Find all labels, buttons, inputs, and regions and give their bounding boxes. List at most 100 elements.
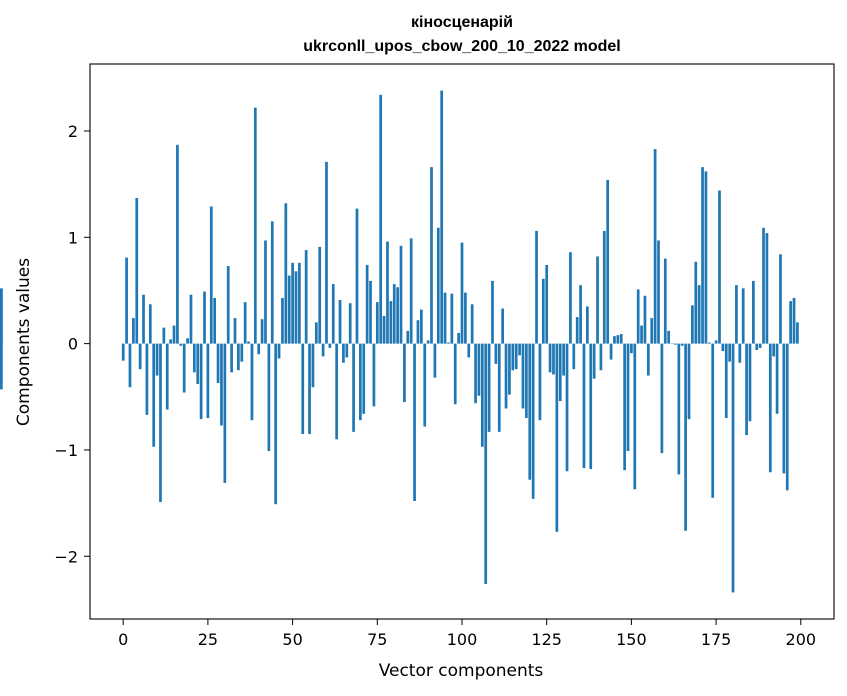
- bar: [342, 343, 345, 363]
- bar: [240, 343, 244, 362]
- bar: [697, 285, 701, 344]
- bar: [233, 318, 237, 344]
- bar: [403, 343, 406, 403]
- bar: [487, 343, 491, 432]
- bar: [768, 343, 772, 473]
- bar: [613, 336, 616, 344]
- bar: [731, 343, 735, 593]
- bar: [450, 293, 454, 344]
- bar: [325, 161, 328, 344]
- bar: [169, 339, 172, 344]
- bar: [491, 280, 494, 344]
- x-tick-label: 150: [616, 630, 647, 649]
- bar: [413, 343, 416, 501]
- bar: [142, 294, 145, 344]
- bar: [192, 343, 196, 373]
- bar: [558, 343, 562, 402]
- bar: [714, 340, 718, 344]
- bar: [521, 343, 525, 409]
- bar: [372, 343, 376, 407]
- bar: [314, 322, 318, 344]
- bar: [785, 343, 789, 491]
- bar: [243, 302, 247, 344]
- bar: [691, 305, 694, 344]
- bars-group: [0, 90, 799, 593]
- bar: [511, 343, 515, 371]
- bar: [270, 221, 274, 344]
- bar: [497, 343, 501, 432]
- bar: [237, 343, 240, 371]
- bar: [308, 343, 311, 434]
- bar: [657, 240, 660, 344]
- bar: [721, 343, 725, 352]
- bar: [298, 262, 301, 344]
- bar: [565, 343, 569, 472]
- bar: [165, 343, 169, 410]
- bar: [182, 343, 186, 393]
- bar: [609, 343, 613, 360]
- bar: [247, 341, 250, 344]
- bar: [453, 343, 457, 405]
- bar: [707, 342, 711, 344]
- bar: [250, 343, 254, 421]
- bar: [606, 179, 610, 344]
- bar: [359, 343, 362, 421]
- bar: [196, 343, 200, 385]
- y-tick-label: 0: [68, 335, 78, 354]
- bar: [575, 317, 579, 344]
- plot-frame: [89, 63, 835, 620]
- bar: [748, 343, 752, 422]
- bar: [555, 343, 559, 532]
- bar: [389, 301, 393, 344]
- bar: [186, 338, 189, 344]
- bar: [474, 343, 477, 404]
- bar: [155, 343, 159, 376]
- bar: [423, 343, 427, 427]
- bar: [338, 300, 342, 344]
- bar: [355, 208, 359, 344]
- bar: [464, 292, 467, 344]
- bar: [399, 245, 403, 344]
- bar: [375, 302, 379, 344]
- bar: [779, 254, 782, 344]
- bar: [735, 285, 738, 344]
- bar: [640, 325, 643, 344]
- bar: [646, 343, 650, 376]
- y-axis-ticks: −2 −1 0 1 2: [54, 122, 90, 566]
- bar: [738, 343, 742, 363]
- bar: [674, 343, 677, 345]
- bar: [132, 318, 135, 344]
- bar: [223, 343, 227, 483]
- bar: [663, 258, 667, 344]
- bar: [643, 295, 647, 344]
- bar: [274, 343, 278, 505]
- bar: [199, 343, 203, 420]
- bar: [213, 297, 217, 344]
- x-axis-ticks: 0 25 50 75 100 125 150 175 200: [118, 619, 816, 649]
- bar: [379, 94, 383, 344]
- bar: [267, 343, 271, 452]
- bar: [220, 343, 223, 426]
- bar: [602, 230, 606, 344]
- bar: [443, 292, 447, 344]
- bar: [569, 252, 572, 344]
- bar: [335, 343, 338, 440]
- bar: [626, 343, 630, 452]
- bar: [687, 343, 691, 420]
- x-tick-label: 200: [786, 630, 817, 649]
- bar: [311, 343, 315, 388]
- bar: [409, 238, 413, 344]
- bar: [362, 343, 366, 414]
- bar: [179, 343, 183, 346]
- bar: [680, 343, 684, 346]
- bar: [125, 257, 128, 344]
- bar: [494, 343, 498, 364]
- bar: [789, 301, 792, 344]
- bar: [369, 280, 372, 344]
- x-tick-label: 25: [198, 630, 218, 649]
- bar: [145, 343, 149, 415]
- bar: [525, 343, 528, 419]
- y-axis-label: Components values: [14, 258, 34, 426]
